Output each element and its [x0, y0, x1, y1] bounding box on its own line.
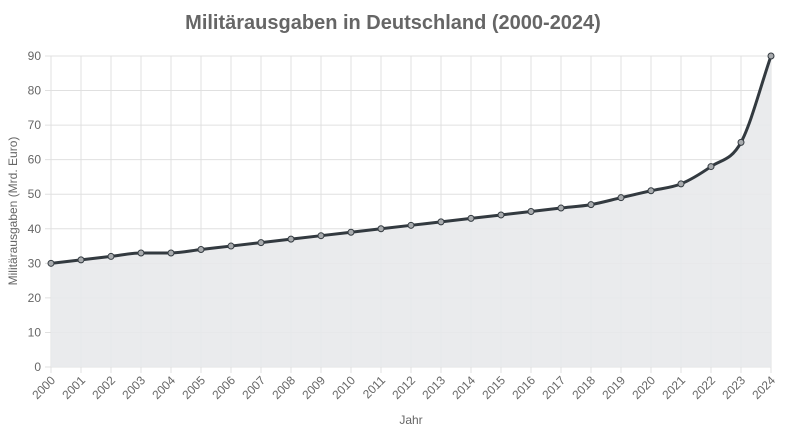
data-point — [377, 225, 385, 233]
data-point — [317, 232, 325, 240]
x-tick-label: 2020 — [629, 373, 658, 402]
y-tick-label: 50 — [28, 187, 42, 201]
data-point — [767, 52, 775, 60]
data-point — [587, 201, 595, 209]
y-tick-label: 80 — [28, 84, 42, 98]
y-axis-ticks: 0 10 20 30 40 50 60 70 80 90 — [28, 49, 42, 374]
y-axis-label: Militärausgaben (Mrd. Euro) — [6, 137, 20, 286]
data-point — [497, 211, 505, 219]
data-point — [107, 252, 115, 260]
data-point — [407, 221, 415, 229]
data-point — [737, 138, 745, 146]
data-point — [137, 249, 145, 257]
x-tick-label: 2016 — [509, 373, 538, 402]
x-tick-label: 2024 — [749, 373, 778, 402]
y-tick-label: 40 — [28, 222, 42, 236]
y-tick-label: 60 — [28, 153, 42, 167]
data-point — [287, 235, 295, 243]
data-point — [467, 214, 475, 222]
x-tick-label: 2012 — [389, 373, 418, 402]
x-tick-label: 2017 — [539, 373, 568, 402]
x-tick-label: 2000 — [29, 373, 58, 402]
data-point — [347, 228, 355, 236]
data-point — [167, 249, 175, 257]
data-point — [557, 204, 565, 212]
data-point — [527, 208, 535, 215]
x-tick-label: 2015 — [479, 373, 508, 402]
y-tick-label: 30 — [28, 256, 42, 270]
x-tick-label: 2006 — [209, 373, 238, 402]
x-tick-label: 2018 — [569, 373, 598, 402]
x-tick-label: 2009 — [299, 373, 328, 402]
data-point — [707, 163, 715, 171]
x-tick-label: 2023 — [719, 373, 748, 402]
x-tick-label: 2004 — [149, 373, 178, 402]
data-point — [617, 194, 625, 202]
x-tick-label: 2013 — [419, 373, 448, 402]
x-tick-label: 2002 — [89, 373, 118, 402]
data-points — [47, 52, 775, 267]
x-tick-label: 2001 — [59, 373, 88, 402]
x-tick-label: 2010 — [329, 373, 358, 402]
data-point — [77, 256, 85, 264]
x-tick-label: 2008 — [269, 373, 298, 402]
data-point — [647, 187, 655, 195]
data-point — [257, 239, 265, 247]
x-tick-label: 2003 — [119, 373, 148, 402]
x-tick-label: 2019 — [599, 373, 628, 402]
y-tick-label: 70 — [28, 118, 42, 132]
y-tick-label: 90 — [28, 49, 42, 63]
data-point — [47, 259, 55, 267]
x-axis-ticks: 2000 2001 2002 2003 2004 2005 2006 2007 2008 2009… — [29, 373, 778, 402]
y-tick-label: 0 — [34, 360, 41, 374]
data-point — [677, 180, 685, 188]
data-point — [197, 246, 205, 254]
x-tick-label: 2014 — [449, 373, 478, 402]
y-tick-label: 20 — [28, 291, 42, 305]
x-tick-label: 2022 — [689, 373, 718, 402]
data-point — [227, 242, 235, 250]
data-point — [437, 218, 445, 226]
y-tick-label: 10 — [28, 325, 42, 339]
x-tick-label: 2007 — [239, 373, 268, 402]
x-tick-label: 2021 — [659, 373, 688, 402]
area-fill — [51, 56, 771, 367]
chart-title: Militärausgaben in Deutschland (2000-202… — [185, 12, 601, 34]
x-tick-label: 2011 — [360, 373, 388, 401]
x-tick-label: 2005 — [179, 373, 208, 402]
x-axis-label: Jahr — [399, 413, 422, 427]
